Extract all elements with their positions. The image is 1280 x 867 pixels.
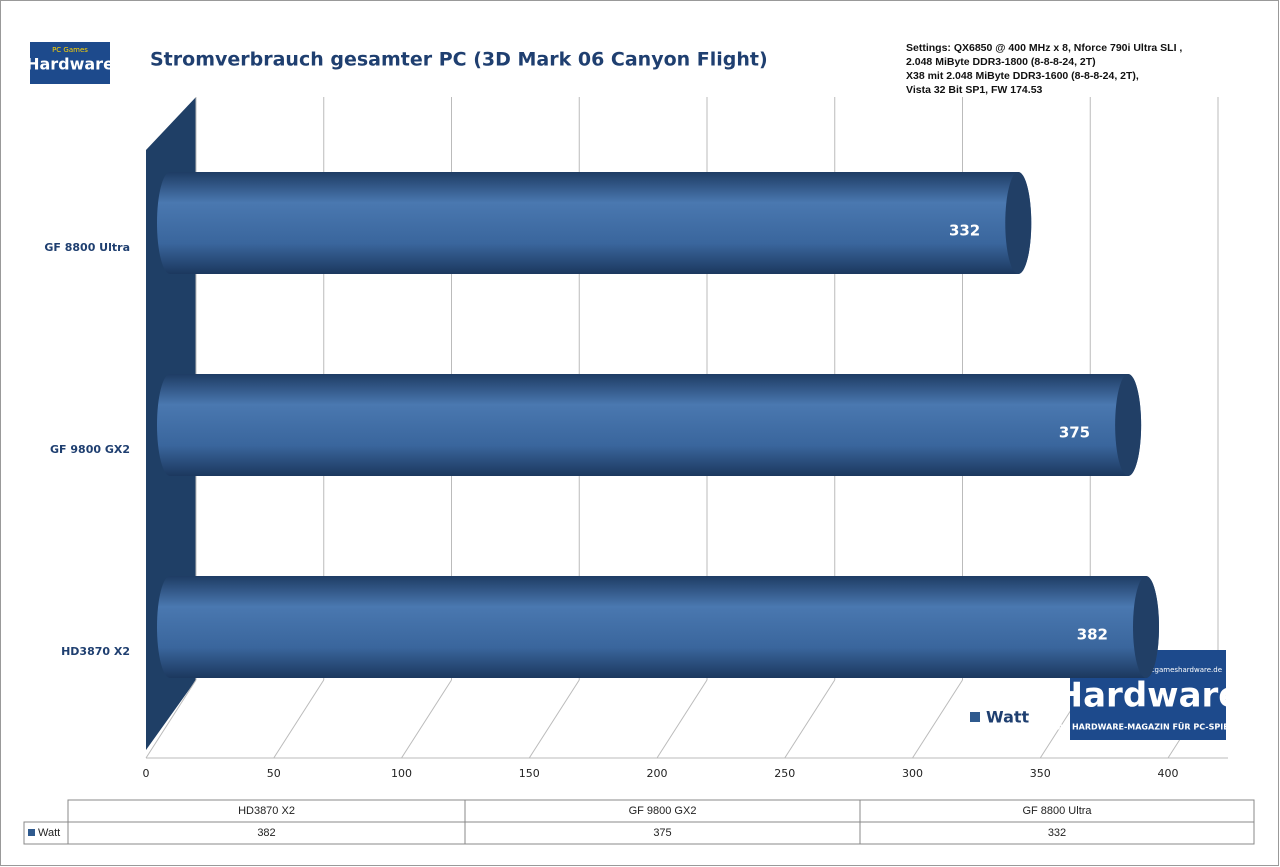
x-tick-label: 100 (391, 767, 412, 780)
table-header: HD3870 X2 (238, 805, 295, 817)
data-label: 382 (1077, 626, 1108, 644)
y-tick-label: GF 8800 Ultra (44, 241, 130, 254)
floor-line (912, 679, 963, 759)
table-cell: 375 (653, 827, 671, 839)
legend-label: Watt (986, 708, 1030, 727)
x-tick-label: 400 (1158, 767, 1179, 780)
bar (157, 576, 1160, 678)
settings-line: Vista 32 Bit SP1, FW 174.53 (906, 84, 1043, 96)
floor-line (784, 679, 836, 759)
y-tick-label: HD3870 X2 (61, 645, 130, 658)
table-header: GF 8800 Ultra (1022, 805, 1092, 817)
x-tick-label: 200 (647, 767, 668, 780)
x-tick-label: 250 (774, 767, 795, 780)
x-tick-label: 350 (1030, 767, 1051, 780)
logo-tagline: DAS HARDWARE-MAGAZIN FÜR PC-SPIELER (1051, 722, 1246, 732)
settings-line: 2.048 MiByte DDR3-1800 (8-8-8-24, 2T) (906, 56, 1096, 68)
table-cell: 382 (257, 827, 275, 839)
logo-top: PC Games (52, 46, 88, 54)
y-tick-label: GF 9800 GX2 (50, 443, 130, 456)
floor-line (145, 679, 197, 759)
table-swatch (28, 829, 35, 836)
table-cell: 332 (1048, 827, 1066, 839)
bar-cap (1005, 172, 1032, 274)
floor-line (656, 679, 708, 759)
table-header: GF 9800 GX2 (629, 805, 697, 817)
x-tick-label: 50 (267, 767, 281, 780)
chart-title: Stromverbrauch gesamter PC (3D Mark 06 C… (150, 49, 768, 71)
x-tick-label: 0 (143, 767, 150, 780)
bar (157, 172, 1032, 274)
logo-small: PC Games Hardware (26, 42, 114, 84)
floor-line (401, 679, 452, 759)
x-tick-label: 150 (519, 767, 540, 780)
table-border (23, 821, 69, 845)
legend-swatch (970, 712, 980, 722)
x-tick-label: 300 (902, 767, 923, 780)
data-label: 332 (949, 222, 980, 240)
bar-cap (1133, 576, 1160, 678)
data-label: 375 (1059, 424, 1090, 442)
table-row-label: Watt (38, 827, 60, 839)
bar (157, 374, 1142, 476)
floor-line (273, 679, 325, 759)
bar-cap (1115, 374, 1142, 476)
settings-line: Settings: QX6850 @ 400 MHz x 8, Nforce 7… (906, 42, 1182, 54)
logo-brand: Hardware (1055, 676, 1242, 716)
logo-brand: Hardware (26, 55, 114, 74)
logo-url: www.pcgameshardware.de (1128, 666, 1223, 674)
floor-line (528, 679, 580, 759)
settings-line: X38 mit 2.048 MiByte DDR3-1600 (8-8-8-24… (906, 70, 1139, 82)
